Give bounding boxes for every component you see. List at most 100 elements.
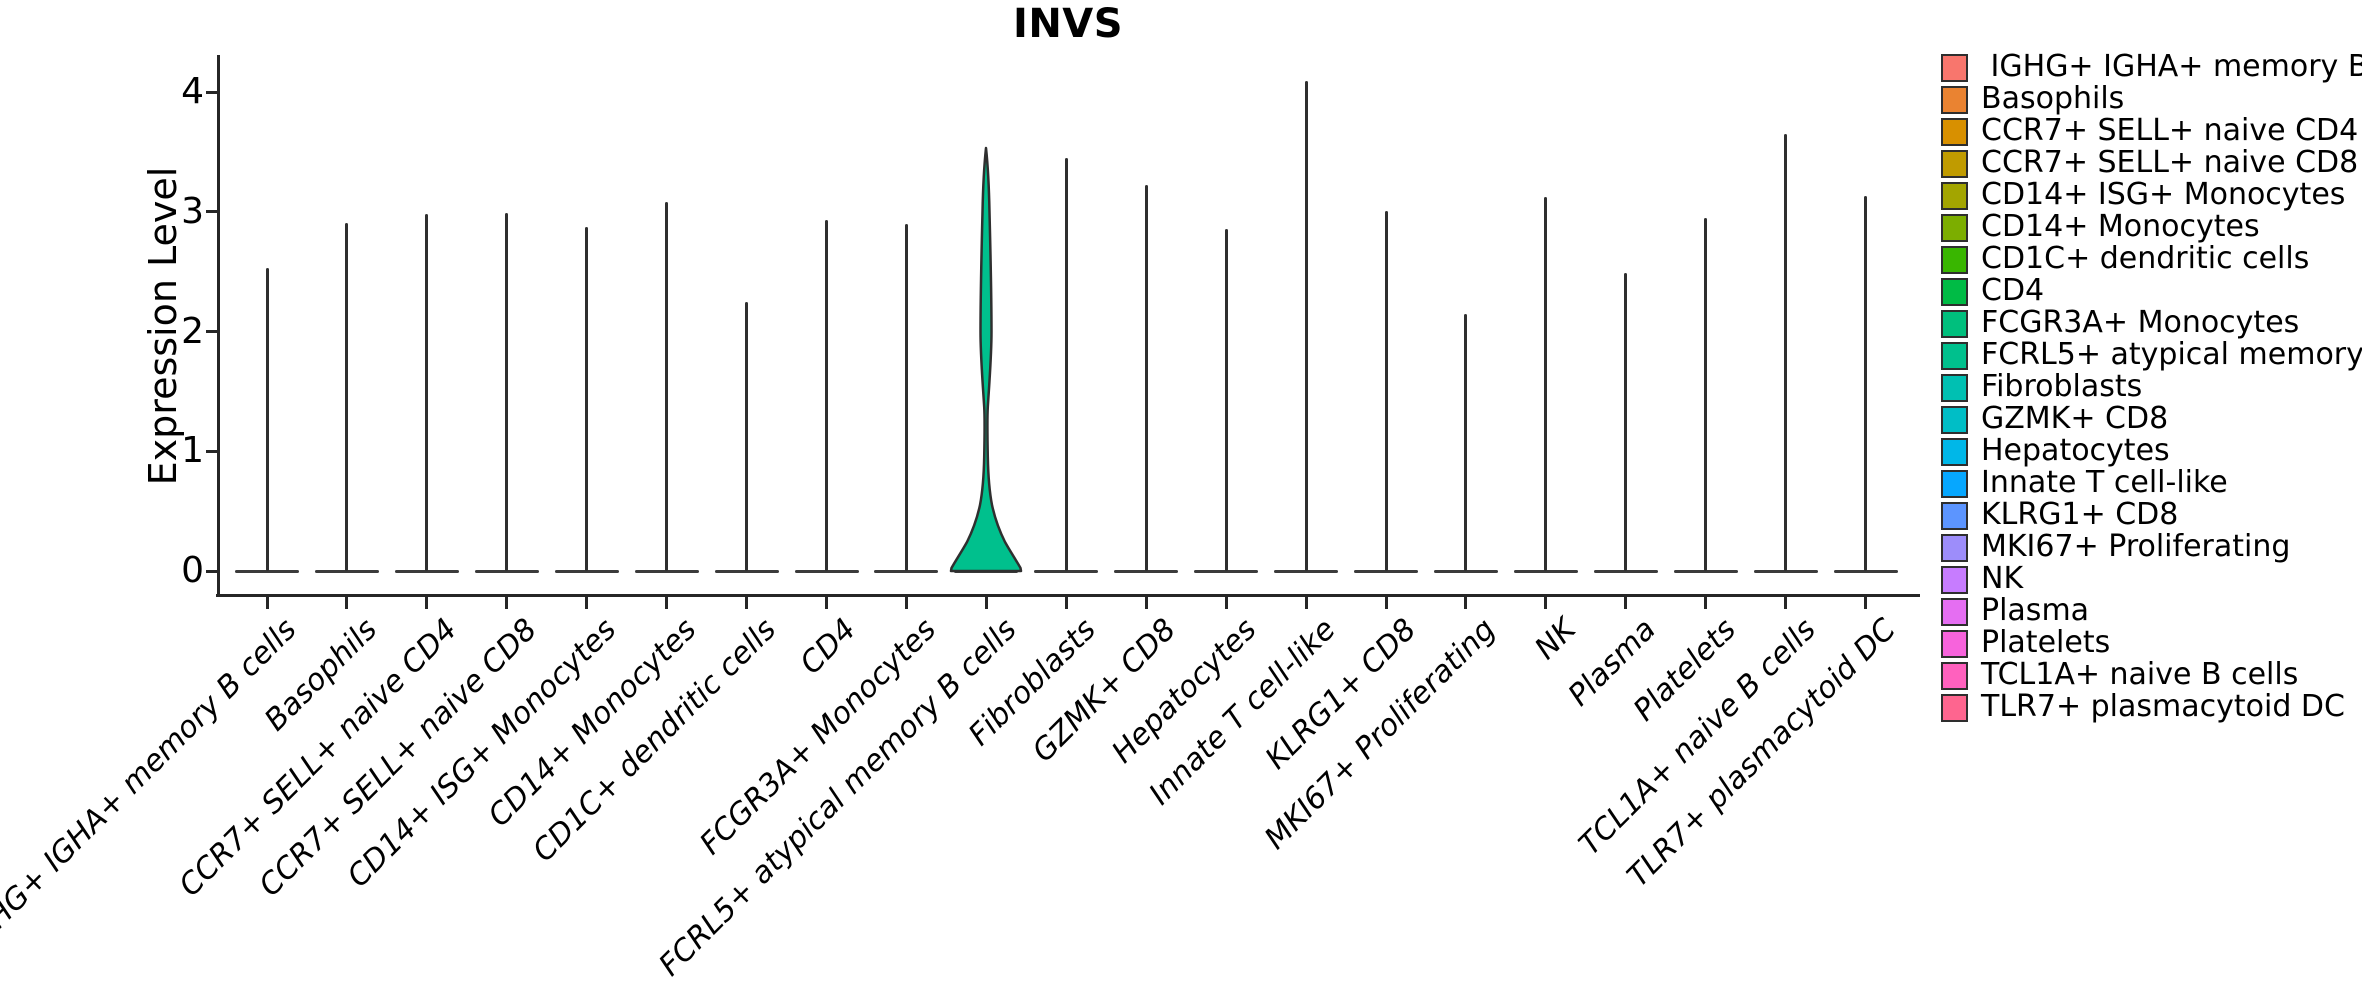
violin-spike [505,212,509,571]
x-tick-label: IGHG+ IGHA+ memory B cells [0,612,304,959]
violin-spike [585,227,589,571]
legend-label: KLRG1+ CD8 [1981,497,2179,532]
y-tick-label-1: 1 [181,430,204,472]
x-axis-line [216,594,1920,597]
legend-label: CD4 [1981,273,2045,308]
legend-swatch-icon [1941,310,1968,338]
legend-swatch-icon [1941,502,1968,530]
legend-label: CD14+ Monocytes [1981,209,2260,244]
legend-label: Plasma [1981,593,2090,628]
legend-label: GZMK+ CD8 [1981,401,2169,436]
legend-swatch-icon [1941,374,1968,402]
violin-spike [1624,272,1628,571]
violin-spike [1304,81,1308,571]
violin-baseline [1354,569,1419,573]
violin-baseline [714,569,779,573]
legend-label: MKI67+ Proliferating [1981,529,2291,564]
x-tick-mark [1384,597,1388,609]
legend-row: Basophils [1941,81,2362,116]
chart-title: INVS [1012,1,1124,47]
legend-label: TCL1A+ naive B cells [1981,657,2299,692]
legend-label: Basophils [1981,81,2125,116]
legend-label: CCR7+ SELL+ naive CD4 [1981,113,2359,148]
violin-spike [265,268,269,571]
violin-baseline [394,569,459,573]
violin-spike [1784,133,1788,571]
legend-label: Innate T cell-like [1981,465,2228,500]
violin-baseline [314,569,379,573]
legend-label: FCGR3A+ Monocytes [1981,305,2300,340]
legend-label: CCR7+ SELL+ naive CD8 [1981,145,2359,180]
legend-row: NK [1941,564,2362,594]
violin-baseline [1034,569,1099,573]
violin-baseline [1753,569,1818,573]
violin-spike [904,223,908,571]
x-tick-mark [1704,597,1708,609]
x-tick-mark [265,597,269,609]
violin-spike [1144,185,1148,571]
x-tick-mark [665,597,669,609]
violin-shape-fcrl5 [950,147,1023,573]
legend-label: Platelets [1981,625,2111,660]
legend-swatch-icon [1941,598,1968,626]
legend-swatch-icon [1941,214,1968,242]
legend-swatch-icon [1941,182,1968,210]
violin-spike [345,222,349,571]
y-tick-mark-0 [206,569,218,573]
legend-swatch-icon [1941,150,1968,178]
legend-swatch-icon [1941,54,1968,82]
legend-row: CD1C+ dendritic cells [1941,244,2362,274]
violin-spike [1704,217,1708,571]
violin-baseline [554,569,619,573]
x-tick-mark [904,597,908,609]
x-tick-mark [1064,597,1068,609]
violin-spike [1224,228,1228,571]
legend-swatch-icon [1941,534,1968,562]
violin-baseline [1513,569,1578,573]
violin-spike [745,301,749,571]
legend-swatch-icon [1941,246,1968,274]
x-tick-mark [984,597,988,609]
legend-row: TCL1A+ naive B cells [1941,657,2362,692]
legend-swatch-icon [1941,694,1968,722]
violin-baseline [1274,569,1339,573]
y-tick-mark-1 [206,449,218,453]
y-tick-label-2: 2 [181,310,204,352]
legend-label: CD14+ ISG+ Monocytes [1981,177,2346,212]
legend-swatch-icon [1941,470,1968,498]
legend-swatch-icon [1941,438,1968,466]
x-tick-mark [1224,597,1228,609]
legend-row: Fibroblasts [1941,372,2362,402]
legend-swatch-icon [1941,566,1968,594]
x-tick-mark [1304,597,1308,609]
legend-row: CD14+ ISG+ Monocytes [1941,177,2362,212]
x-tick-mark [345,597,349,609]
legend-row: CD14+ Monocytes [1941,209,2362,244]
violin-baseline [1673,569,1738,573]
legend-swatch-icon [1941,630,1968,658]
x-tick-mark [585,597,589,609]
x-tick-mark [745,597,749,609]
violin-baseline [1833,569,1898,573]
legend-swatch-icon [1941,86,1968,114]
violin-spike [425,214,429,571]
legend-swatch-icon [1941,342,1968,370]
x-tick-mark [825,597,828,609]
violin-baseline [1194,569,1259,573]
violin-spike [1864,196,1868,571]
legend-label: FCRL5+ atypical memory B cells [1981,337,2362,372]
legend-row: TLR7+ plasmacytoid DC [1941,689,2362,724]
legend-row: GZMK+ CD8 [1941,401,2362,436]
violin-spike [1544,197,1548,571]
violin-baseline [1433,569,1498,573]
legend-label: IGHG+ IGHA+ memory B cells [1990,49,2362,84]
legend-label: TLR7+ plasmacytoid DC [1981,689,2345,724]
x-tick-label: CD4 [793,612,864,682]
legend-swatch-icon [1941,118,1968,146]
x-tick-mark [1784,597,1788,609]
y-tick-label-3: 3 [181,190,204,232]
violin-baseline [634,569,699,573]
violin-baseline [874,569,939,573]
y-tick-mark-3 [206,210,218,214]
